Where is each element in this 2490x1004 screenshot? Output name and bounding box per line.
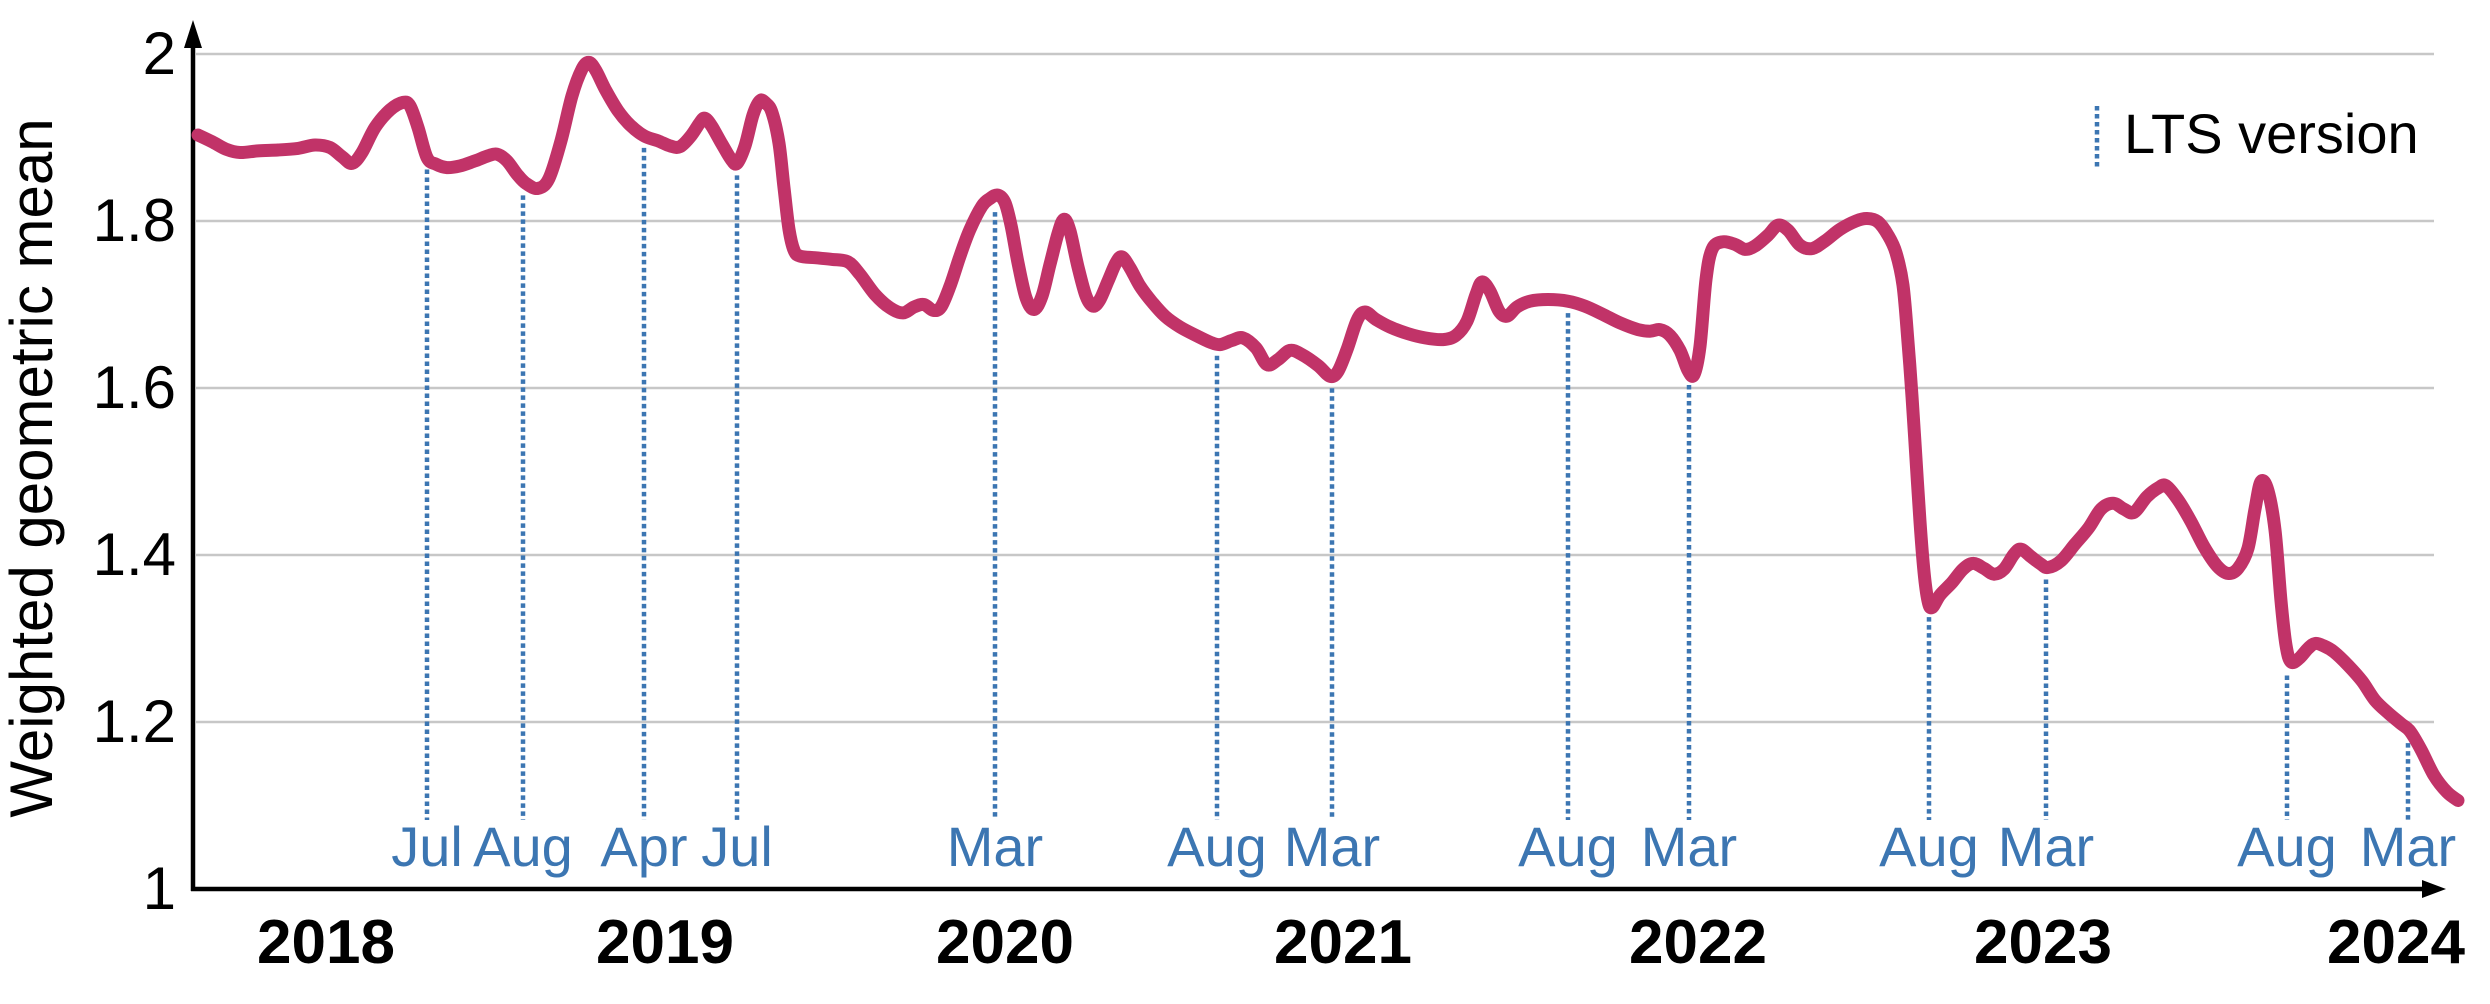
x-tick-year-label: 2018 (257, 908, 395, 977)
lts-month-label: Jul (701, 815, 773, 878)
lts-month-label: Jul (391, 815, 463, 878)
y-axis-title: Weighted geometric mean (0, 118, 65, 817)
x-tick-year-label: 2023 (1974, 908, 2112, 977)
x-axis-arrow-icon (2422, 880, 2446, 898)
lts-month-label: Mar (1641, 815, 1737, 878)
lts-month-label: Mar (1998, 815, 2094, 878)
legend-label: LTS version (2124, 102, 2419, 165)
x-tick-year-label: 2021 (1274, 908, 1412, 977)
lts-month-label: Apr (600, 815, 687, 878)
lts-month-label: Mar (1284, 815, 1380, 878)
y-tick-label: 1.2 (93, 688, 176, 755)
lts-month-label: Aug (1879, 815, 1979, 878)
y-tick-label: 1 (143, 855, 176, 922)
lts-month-label: Aug (1167, 815, 1267, 878)
lts-month-label: Mar (2360, 815, 2456, 878)
lts-month-label: Aug (1518, 815, 1618, 878)
lts-month-label: Aug (2237, 815, 2337, 878)
y-tick-label: 1.6 (93, 354, 176, 421)
x-tick-year-label: 2020 (936, 908, 1074, 977)
y-tick-label: 2 (143, 20, 176, 87)
y-tick-label: 1.8 (93, 187, 176, 254)
y-tick-label: 1.4 (93, 521, 176, 588)
lts-month-label: Aug (473, 815, 573, 878)
x-tick-year-label: 2022 (1629, 908, 1767, 977)
series-line (191, 55, 2465, 807)
x-tick-year-label: 2019 (596, 908, 734, 977)
y-axis-arrow-icon (184, 20, 202, 48)
x-tick-year-label: 2024 (2327, 908, 2465, 977)
lts-month-label: Mar (947, 815, 1043, 878)
